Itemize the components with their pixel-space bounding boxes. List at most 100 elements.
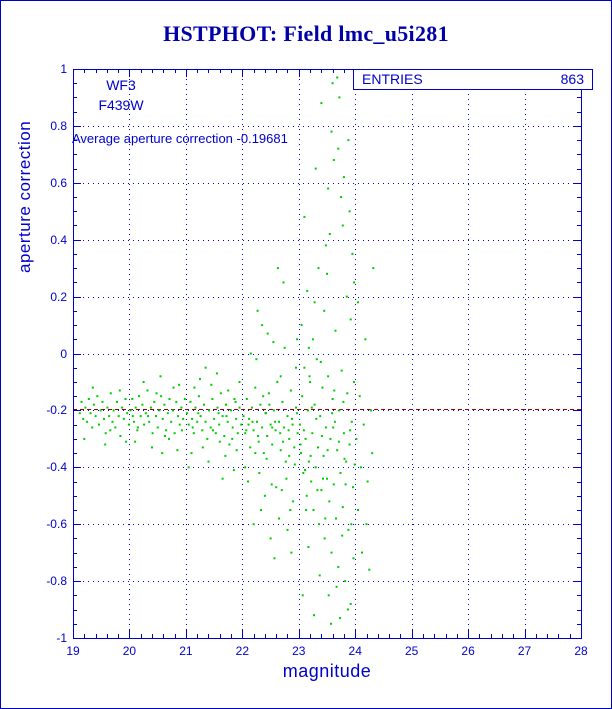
scatter-point	[344, 483, 347, 486]
scatter-point	[109, 392, 112, 395]
scatter-point	[331, 398, 334, 400]
scatter-point	[186, 412, 188, 415]
scatter-point	[272, 409, 275, 412]
scatter-point	[89, 412, 92, 415]
scatter-point	[146, 389, 149, 392]
scatter-point	[320, 489, 323, 492]
scatter-point	[307, 460, 310, 463]
scatter-point	[194, 406, 197, 409]
scatter-point	[216, 406, 219, 409]
scatter-point	[91, 386, 94, 389]
scatter-point	[250, 406, 253, 409]
scatter-point	[218, 440, 221, 443]
scatter-point	[350, 420, 353, 423]
scatter-point	[319, 361, 322, 363]
scatter-point	[285, 477, 288, 480]
scatter-point	[347, 528, 350, 531]
scatter-point	[273, 557, 276, 560]
scatter-point	[342, 432, 345, 435]
scatter-point	[320, 435, 323, 437]
scatter-point	[332, 483, 335, 486]
scatter-point	[122, 417, 125, 420]
scatter-point	[326, 272, 328, 275]
scatter-point	[129, 409, 132, 412]
scatter-point	[164, 435, 166, 437]
scatter-point	[147, 415, 150, 418]
scatter-point	[261, 324, 264, 327]
scatter-point	[131, 398, 134, 400]
scatter-point	[342, 176, 345, 179]
scatter-point	[177, 415, 179, 418]
scatter-point	[350, 523, 353, 526]
scatter-point	[204, 420, 207, 423]
scatter-point	[215, 372, 218, 375]
scatter-point	[309, 381, 312, 383]
scatter-point	[84, 406, 87, 409]
scatter-point	[258, 472, 261, 474]
scatter-point	[330, 551, 333, 554]
scatter-point	[313, 403, 316, 406]
scatter-point	[139, 415, 142, 418]
scatter-point	[244, 432, 247, 435]
scatter-point	[348, 210, 351, 213]
scatter-point	[271, 443, 274, 446]
scatter-point	[313, 614, 315, 617]
scatter-point	[347, 139, 350, 142]
scatter-point	[339, 472, 342, 474]
scatter-point	[96, 395, 99, 398]
scatter-point	[187, 423, 190, 426]
scatter-point	[212, 429, 214, 432]
scatter-point	[163, 403, 166, 406]
scatter-point	[159, 375, 162, 378]
scatter-point	[104, 432, 107, 435]
scatter-point	[144, 412, 147, 415]
scatter-point	[310, 480, 313, 483]
scatter-point	[226, 420, 229, 423]
scatter-point	[176, 449, 179, 452]
scatter-point	[359, 466, 362, 469]
scatter-point	[104, 443, 107, 446]
scatter-point	[78, 412, 81, 415]
scatter-point	[256, 420, 258, 423]
scatter-point	[335, 517, 337, 520]
scatter-point	[288, 437, 291, 440]
scatter-point	[263, 494, 266, 497]
scatter-point	[343, 457, 346, 460]
scatter-point	[233, 398, 236, 400]
scatter-point	[262, 452, 265, 455]
scatter-point	[335, 585, 338, 588]
scatter-point	[268, 403, 271, 406]
scatter-point	[204, 366, 207, 369]
scatter-point	[206, 437, 209, 440]
scatter-point	[299, 443, 302, 446]
scatter-point	[338, 409, 341, 412]
scatter-point	[318, 523, 321, 526]
scatter-point	[303, 366, 306, 369]
scatter-point	[345, 295, 348, 298]
scatter-point	[209, 426, 212, 429]
scatter-point	[231, 426, 234, 429]
scatter-point	[341, 534, 344, 537]
scatter-point	[219, 392, 222, 395]
scatter-point	[276, 381, 279, 383]
scatter-point	[175, 400, 178, 403]
scatter-point	[372, 267, 375, 270]
scatter-point	[214, 432, 217, 435]
scatter-point	[324, 426, 327, 429]
scatter-point	[274, 429, 277, 432]
scatter-point	[280, 489, 283, 492]
scatter-point	[314, 167, 317, 170]
scatter-point	[234, 400, 237, 403]
plot-frame	[73, 69, 582, 639]
scatter-point	[276, 267, 279, 270]
scatter-point	[211, 398, 214, 400]
scatter-point	[227, 389, 230, 392]
scatter-point	[187, 466, 190, 469]
scatter-point	[242, 415, 245, 418]
scatter-point	[136, 429, 139, 432]
scatter-point	[353, 463, 356, 466]
scatter-point	[166, 412, 169, 415]
scatter-point	[328, 500, 331, 503]
scatter-point	[98, 423, 100, 426]
